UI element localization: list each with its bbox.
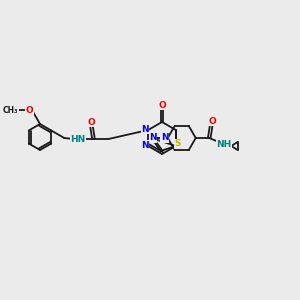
Text: CH₃: CH₃: [3, 106, 18, 115]
Text: O: O: [158, 101, 166, 110]
Text: N: N: [141, 124, 149, 134]
Text: N: N: [161, 134, 169, 142]
Text: O: O: [208, 117, 216, 126]
Text: O: O: [88, 118, 95, 127]
Text: O: O: [26, 106, 33, 115]
Text: NH: NH: [217, 140, 232, 149]
Text: N: N: [149, 134, 157, 142]
Text: S: S: [175, 140, 181, 148]
Text: HN: HN: [70, 134, 85, 143]
Text: N: N: [141, 140, 149, 149]
